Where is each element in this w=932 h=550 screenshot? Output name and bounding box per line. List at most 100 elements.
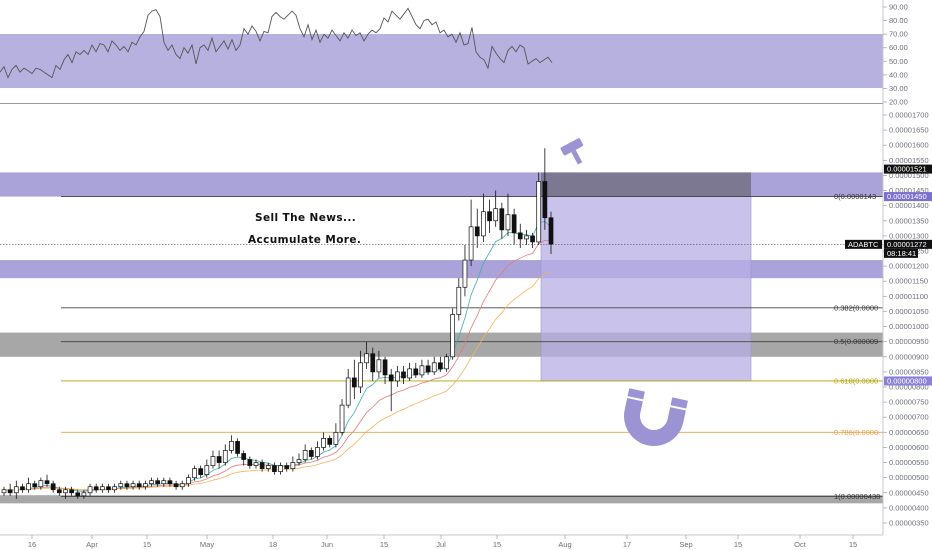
magnet-icon bbox=[624, 388, 688, 446]
time-tick-label: 15 bbox=[734, 540, 742, 549]
time-tick-label: 15 bbox=[380, 540, 388, 549]
candle-body bbox=[487, 211, 492, 222]
candle-body bbox=[179, 483, 185, 488]
price-tick-label: 0.00000650 bbox=[889, 428, 929, 437]
candle-body bbox=[56, 489, 62, 494]
price-tick-label: 0.00000500 bbox=[889, 473, 929, 482]
price-tick-label: 0.00000900 bbox=[889, 352, 929, 361]
time-tick-label: Sep bbox=[679, 540, 692, 549]
price-tick-label: 0.00001650 bbox=[889, 126, 929, 135]
candle-body bbox=[259, 462, 265, 469]
candle-body bbox=[38, 480, 44, 488]
candle-body bbox=[272, 465, 277, 472]
svg-text:0.00001450: 0.00001450 bbox=[887, 192, 927, 201]
time-tick-label: May bbox=[200, 540, 214, 549]
candle-body bbox=[167, 480, 173, 485]
price-tick-label: 0.00000400 bbox=[889, 503, 929, 512]
price-axis-ticks: 0.00001700 0.00001650 0.00001600 0.00001550… bbox=[883, 111, 929, 528]
candle-body bbox=[136, 483, 142, 488]
time-tick-label: 15 bbox=[493, 540, 501, 549]
candle-body bbox=[75, 492, 81, 497]
candle-body bbox=[222, 450, 228, 463]
price-tick-label: 0.00001000 bbox=[889, 322, 929, 331]
rsi-axis-ticks: 90.00 80.00 70.00 60.00 50.00 40.00 30.00 20.00 bbox=[883, 3, 908, 107]
candle-body bbox=[63, 489, 68, 494]
candle-body bbox=[32, 483, 38, 488]
candle-body bbox=[290, 462, 296, 469]
price-tick-label: 0.00001400 bbox=[889, 201, 929, 210]
svg-text:0.00000800: 0.00000800 bbox=[887, 376, 927, 385]
price-tick-label: 0.00001200 bbox=[889, 262, 929, 271]
price-tick-label: 0.00000550 bbox=[889, 458, 929, 467]
candle-body bbox=[198, 468, 204, 475]
price-axis[interactable]: 90.00 80.00 70.00 60.00 50.00 40.00 30.00 20.00… bbox=[882, 0, 932, 550]
candle-body bbox=[87, 486, 93, 494]
time-tick-label: 16 bbox=[28, 540, 36, 549]
price-tick-label: 0.00000700 bbox=[889, 413, 929, 422]
candle-body bbox=[69, 489, 74, 494]
time-tick-label: Jun bbox=[321, 540, 333, 549]
fib-label-0.382: 0.382(0.0000 bbox=[834, 303, 878, 312]
candle-body bbox=[425, 365, 431, 373]
price-tick-label: 0.00001350 bbox=[889, 216, 929, 225]
time-tick-label: 15 bbox=[143, 540, 151, 549]
candle-body bbox=[241, 453, 247, 460]
svg-text:ADABTC: ADABTC bbox=[848, 240, 879, 249]
zone-bottom bbox=[0, 495, 883, 504]
candle-body bbox=[468, 226, 474, 261]
price-tick-label: 0.00000950 bbox=[889, 337, 929, 346]
annotation-accumulate-more: Accumulate More. bbox=[248, 234, 361, 246]
fib-label-0: 0(0.0000143 bbox=[834, 192, 876, 201]
time-tick-label: Aug bbox=[558, 540, 571, 549]
candle-body bbox=[253, 462, 259, 466]
candle-body bbox=[155, 480, 161, 485]
candle-body bbox=[536, 181, 542, 243]
candle-body bbox=[143, 483, 148, 488]
price-tick-label: 0.00000850 bbox=[889, 367, 929, 376]
time-axis-ticks: 16 Apr 15 May 18 Jun 15 Jul 15 Aug 17 Sep 15 Oct 15 bbox=[28, 535, 857, 549]
candle-body bbox=[173, 483, 179, 488]
candle-body bbox=[493, 208, 499, 222]
candle-body bbox=[542, 181, 548, 219]
fib618-price-tag: 0.00000800 bbox=[884, 376, 932, 386]
candle-body bbox=[351, 377, 357, 388]
time-tick-label: Jul bbox=[436, 540, 446, 549]
candle-body bbox=[161, 480, 167, 485]
candles-layer bbox=[1, 148, 554, 499]
time-tick-label: 18 bbox=[269, 540, 277, 549]
time-axis[interactable]: 16 Apr 15 May 18 Jun 15 Jul 15 Aug 17 Sep 15 Oct 15 bbox=[0, 534, 883, 549]
candle-body bbox=[376, 359, 382, 373]
price-tick-label: 0.00001150 bbox=[889, 277, 928, 286]
target-box bbox=[540, 196, 752, 382]
high-price-tag: 0.00001521 bbox=[884, 164, 932, 174]
price-tick-label: 0.00000750 bbox=[889, 398, 929, 407]
candle-body bbox=[192, 468, 197, 479]
time-tick-label: Oct bbox=[794, 540, 807, 549]
rsi-tick-label: 30.00 bbox=[889, 84, 908, 93]
candle-body bbox=[20, 486, 25, 491]
candle-body bbox=[524, 235, 529, 240]
rsi-tick-label: 50.00 bbox=[889, 57, 908, 66]
price-tick-label: 0.00000600 bbox=[889, 443, 929, 452]
fib-label-0.618: 0.618(0.0000 bbox=[834, 376, 878, 385]
candle-body bbox=[345, 377, 351, 406]
candle-body bbox=[481, 211, 486, 237]
candle-body bbox=[321, 438, 326, 448]
candle-body bbox=[370, 353, 376, 373]
candle-body bbox=[235, 441, 240, 454]
candle-body bbox=[315, 447, 320, 457]
candle-body bbox=[511, 214, 517, 234]
candle-body bbox=[247, 459, 253, 466]
candle-body bbox=[517, 232, 523, 240]
candle-body bbox=[407, 368, 412, 379]
candle-body bbox=[216, 456, 222, 463]
candle-body bbox=[413, 368, 419, 376]
candle-body bbox=[93, 486, 99, 491]
svg-text:0.00001521: 0.00001521 bbox=[887, 165, 927, 174]
price-tick-label: 0.00001450 bbox=[889, 186, 929, 195]
candle-body bbox=[186, 477, 191, 485]
last-price-tag: ADABTC 0.00001272 08:18:41 bbox=[845, 239, 932, 258]
annotation-sell-the-news: Sell The News... bbox=[255, 212, 356, 224]
candle-body bbox=[7, 489, 13, 494]
